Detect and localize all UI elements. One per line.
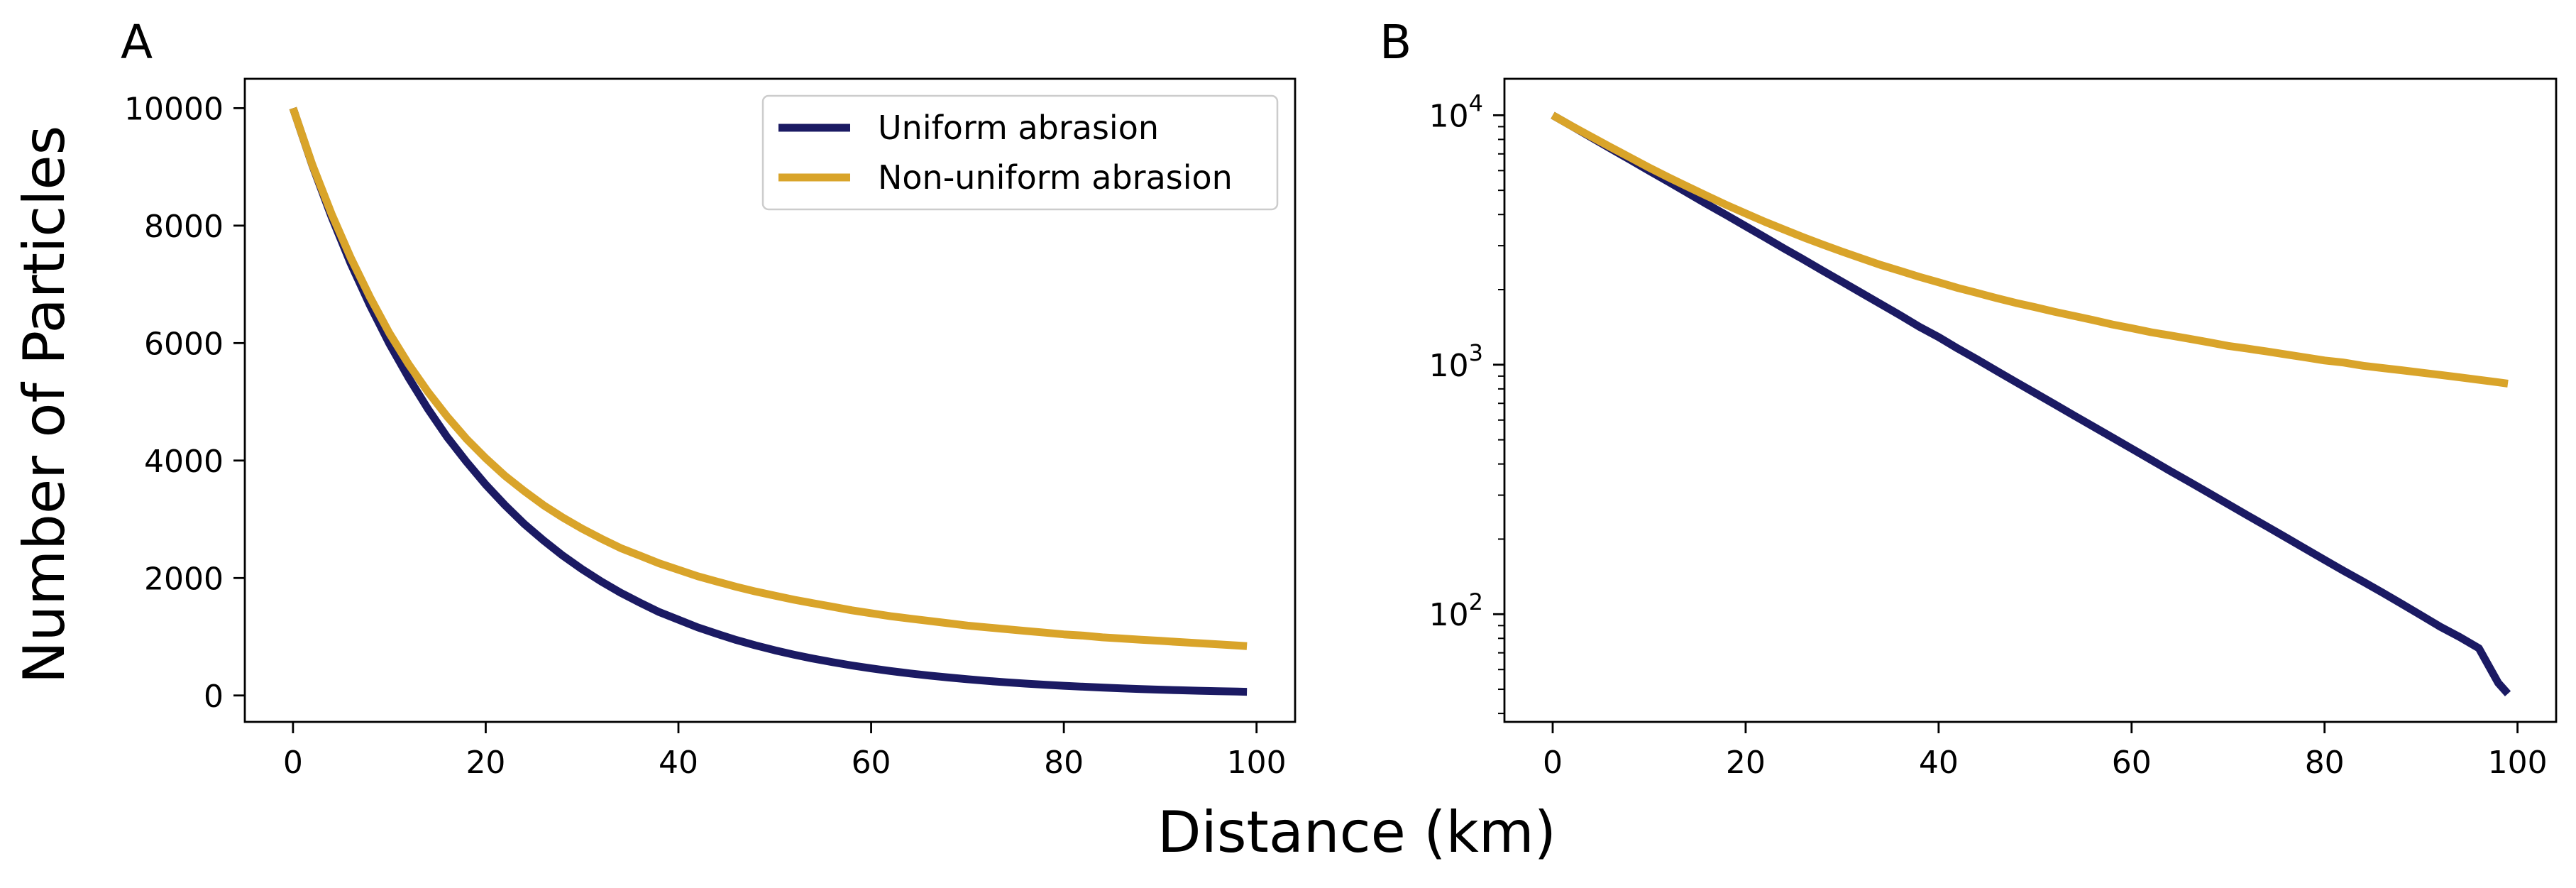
- panel-b-x-tick-label: 60: [2112, 745, 2152, 781]
- panel-a-y-tick-label: 4000: [144, 444, 224, 480]
- panel-a-y-tick-label: 10000: [124, 91, 224, 127]
- panel-a-chart: A 0 20 40 60 80 100 0 2000 4000 6000 8000 10000 Uni…: [121, 15, 1297, 781]
- panel-a-series-line-non-uniform: [289, 106, 1248, 650]
- panel-a-plot-frame: [243, 77, 1297, 723]
- panel-b-x-tick-label: 80: [2305, 745, 2345, 781]
- panel-b-y-tick-label: 102: [1429, 588, 1483, 633]
- panel-b-series-line-non-uniform: [1551, 111, 2509, 388]
- panel-b-y-tick-base: 10: [1429, 98, 1469, 134]
- panel-b-y-tick-exponent: 4: [1469, 89, 1483, 116]
- legend-label-uniform: Uniform abrasion: [878, 109, 1159, 147]
- panel-b-y-tick-exponent: 3: [1469, 339, 1483, 366]
- legend-frame: [761, 94, 1279, 211]
- panel-a-series-line-uniform: [289, 106, 1248, 696]
- panel-a-y-tick-label: 0: [204, 679, 224, 715]
- panel-a-y-tick-label: 8000: [144, 209, 224, 245]
- panel-a-x-tick-label: 40: [659, 745, 698, 781]
- panel-b-y-tick-base: 10: [1429, 597, 1469, 633]
- panel-a-x-tick-label: 80: [1044, 745, 1084, 781]
- panel-b-series-line-uniform: [1551, 111, 2511, 696]
- legend-label-non-uniform: Non-uniform abrasion: [878, 158, 1233, 197]
- panel-a-y-tick-label: 6000: [144, 326, 224, 362]
- panel-a-x-tick-label: 0: [283, 745, 303, 781]
- panel-b-x-tick-label: 20: [1726, 745, 1766, 781]
- panel-a-ticks: 0 20 40 60 80 100 0 2000 4000 6000 8000 10000: [124, 91, 1287, 781]
- panel-b-y-tick-base: 10: [1429, 348, 1469, 384]
- panel-b-y-tick-label: 104: [1429, 89, 1483, 134]
- panel-b-plot-frame: [1503, 77, 2558, 723]
- panel-b-y-tick-label: 103: [1429, 339, 1483, 384]
- panel-a-label: A: [121, 15, 153, 70]
- panel-a-x-tick-label: 100: [1227, 745, 1287, 781]
- panel-b-x-tick-label: 40: [1919, 745, 1959, 781]
- legend: Uniform abrasion Non-uniform abrasion: [761, 94, 1279, 211]
- panel-b-x-tick-label: 0: [1543, 745, 1563, 781]
- panel-a-x-tick-label: 20: [466, 745, 505, 781]
- panel-a-x-tick-label: 60: [852, 745, 891, 781]
- panel-b-label: B: [1380, 15, 1411, 70]
- panel-b-y-tick-exponent: 2: [1469, 588, 1483, 615]
- shared-x-axis-title: Distance (km): [1157, 799, 1556, 865]
- panel-a-marks: [289, 106, 1248, 696]
- shared-y-axis-title: Number of Particles: [11, 126, 77, 684]
- panel-b-x-tick-label: 100: [2488, 745, 2548, 781]
- panel-a-y-tick-label: 2000: [144, 561, 224, 597]
- panel-b-marks: [1551, 111, 2511, 696]
